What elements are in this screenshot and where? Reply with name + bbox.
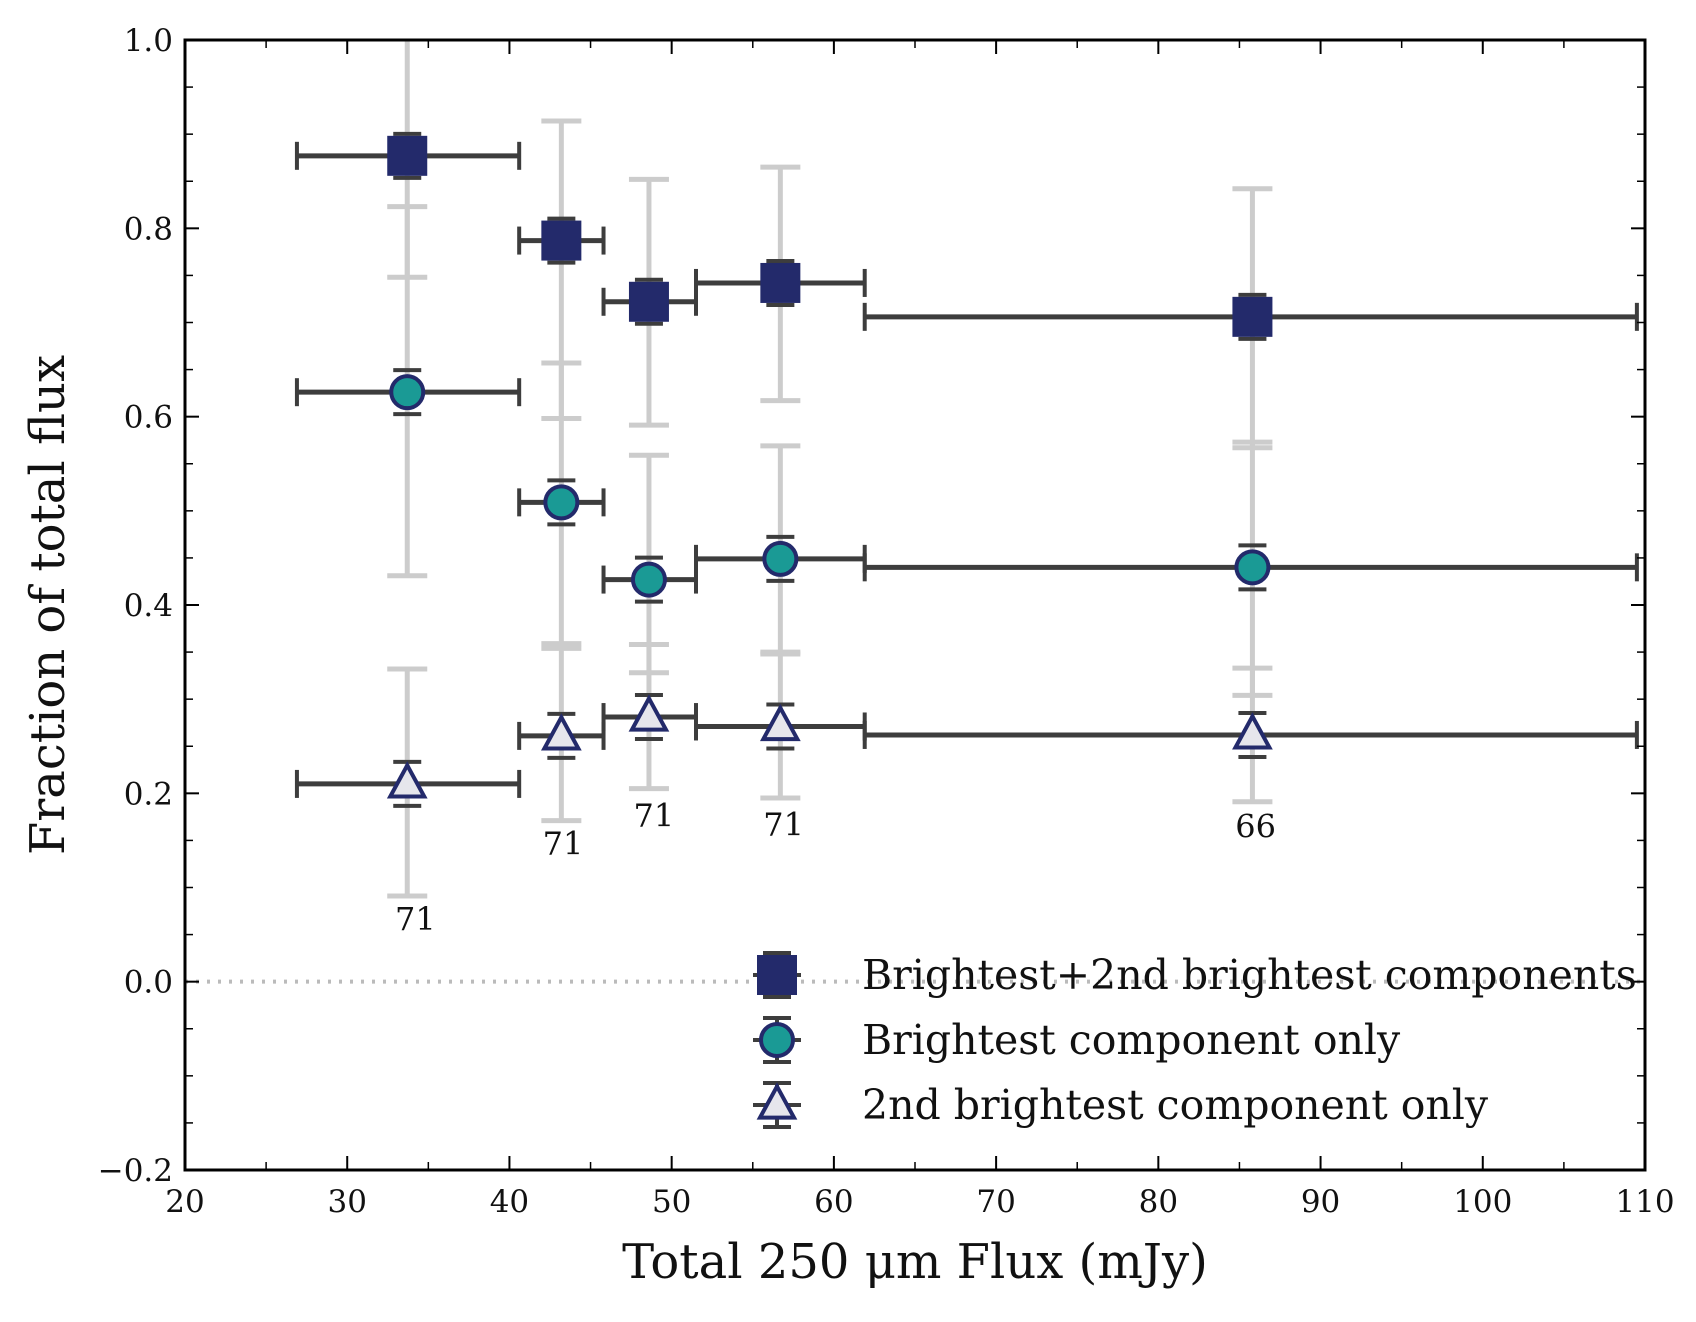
legend-marker-square xyxy=(757,955,797,995)
y-tick-label-2: 0.2 xyxy=(124,776,173,812)
x-tick-label-6: 80 xyxy=(1139,1184,1178,1220)
count-label-0: 71 xyxy=(395,900,436,938)
data-point-square-3 xyxy=(760,262,801,303)
y-tick-label-1: 0.0 xyxy=(124,965,173,1001)
x-tick-label-1: 30 xyxy=(327,1184,366,1220)
y-tick-label-4: 0.6 xyxy=(124,400,173,436)
count-label-4: 66 xyxy=(1235,808,1276,846)
y-tick-label-3: 0.4 xyxy=(124,588,173,624)
y-tick-label-5: 0.8 xyxy=(124,211,173,247)
axes-layer: 20 30 40 50 60 70 80 90 100 110 −0.2 0.0 0.2 0.4 0.6 0.… xyxy=(20,23,1675,1290)
count-label-layer: 71 71 71 71 66 xyxy=(395,796,1276,938)
data-point-square-1 xyxy=(541,220,582,261)
marker-layer xyxy=(386,135,1273,799)
data-point-square-2 xyxy=(628,281,669,322)
y-tick-label-6: 1.0 xyxy=(124,23,173,59)
bin-errorbar-layer xyxy=(294,131,1639,808)
legend-marker-circle xyxy=(759,1022,795,1058)
x-axis-label: Total 250 μm Flux (mJy) xyxy=(622,1234,1208,1290)
data-point-triangle-4 xyxy=(1232,712,1273,750)
y-tick-label-0: −0.2 xyxy=(98,1153,173,1189)
data-point-square-0 xyxy=(387,135,428,176)
legend-label-2: 2nd brightest component only xyxy=(862,1081,1489,1129)
x-tick-label-8: 100 xyxy=(1453,1184,1512,1220)
x-tick-label-4: 60 xyxy=(814,1184,853,1220)
data-point-circle-3 xyxy=(762,540,799,577)
data-point-circle-4 xyxy=(1234,549,1271,586)
data-point-triangle-0 xyxy=(386,761,428,799)
data-point-triangle-3 xyxy=(759,703,801,742)
x-tick-label-9: 110 xyxy=(1615,1184,1674,1220)
count-label-2: 71 xyxy=(633,796,674,834)
data-point-circle-2 xyxy=(630,561,667,598)
x-tick-label-5: 70 xyxy=(976,1184,1015,1220)
data-point-square-4 xyxy=(1232,296,1273,337)
plot-frame xyxy=(183,38,1647,1172)
data-point-circle-1 xyxy=(543,484,580,521)
x-tick-label-7: 90 xyxy=(1301,1184,1340,1220)
data-point-triangle-2 xyxy=(628,694,670,732)
count-label-1: 71 xyxy=(543,825,584,863)
x-tick-label-3: 50 xyxy=(652,1184,691,1220)
legend-label-0: Brightest+2nd brightest components xyxy=(862,951,1637,999)
data-point-circle-0 xyxy=(389,374,426,411)
count-label-3: 71 xyxy=(763,806,804,844)
legend: Brightest+2nd brightest components Bright… xyxy=(753,951,1637,1129)
legend-label-1: Brightest component only xyxy=(862,1016,1401,1064)
y-axis-label: Fraction of total flux xyxy=(20,355,76,855)
data-point-triangle-1 xyxy=(540,713,582,751)
x-tick-label-2: 40 xyxy=(490,1184,529,1220)
legend-marker-triangle xyxy=(756,1082,798,1120)
x-tick-label-0: 20 xyxy=(165,1184,204,1220)
